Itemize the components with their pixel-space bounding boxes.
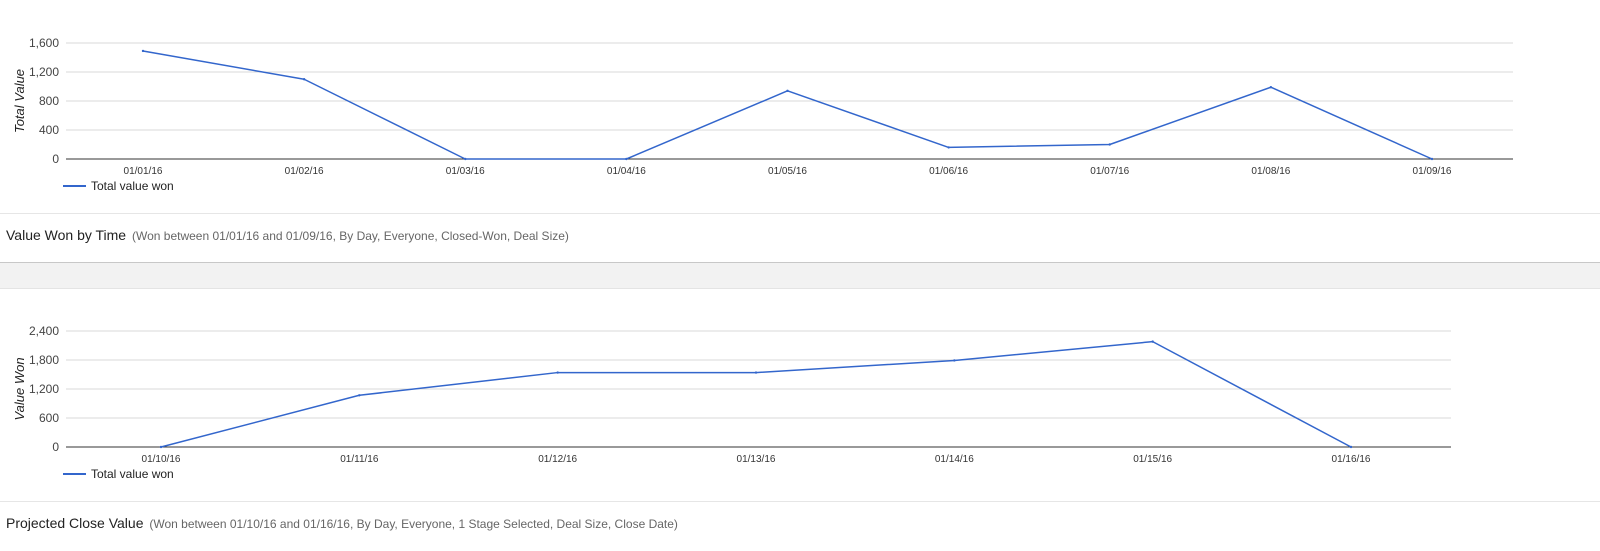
y-tick-label: 600 <box>39 411 59 425</box>
data-point <box>1108 143 1111 146</box>
x-tick-label: 01/12/16 <box>538 454 577 465</box>
x-tick-label: 01/04/16 <box>607 166 646 177</box>
chart-caption: Value Won by Time (Won between 01/01/16 … <box>6 227 569 243</box>
x-tick-label: 01/01/16 <box>124 166 163 177</box>
line-chart-value-won-by-time: 0 400 800 1,200 1,600 Total Value 01/01/16 01/0… <box>12 36 1513 193</box>
y-tick-label: 800 <box>39 94 59 108</box>
data-point <box>1349 445 1353 449</box>
chart-title: Value Won by Time <box>6 227 127 243</box>
data-point <box>1151 340 1154 343</box>
y-axis-label: Total Value <box>12 69 27 133</box>
x-tick-label: 01/09/16 <box>1413 166 1452 177</box>
data-point <box>556 371 559 374</box>
data-point <box>1430 157 1434 161</box>
x-tick-label: 01/15/16 <box>1133 454 1172 465</box>
data-point <box>464 157 467 161</box>
data-point <box>1269 86 1273 89</box>
x-tick-label: 01/16/16 <box>1332 454 1371 465</box>
x-tick-label: 01/05/16 <box>768 166 807 177</box>
y-tick-label: 1,200 <box>29 382 59 396</box>
series-line <box>142 50 1433 160</box>
chart-panel-value-won-by-time: 0 400 800 1,200 1,600 Total Value 01/01/16 01/0… <box>0 0 1600 258</box>
section-separator-band <box>0 262 1600 289</box>
legend-label: Total value won <box>91 179 174 193</box>
y-tick-label: 0 <box>52 440 59 454</box>
data-point <box>625 157 628 161</box>
x-tick-label: 01/13/16 <box>737 454 776 465</box>
data-point <box>358 394 361 397</box>
x-tick-label: 01/07/16 <box>1090 166 1129 177</box>
y-tick-label: 0 <box>52 152 59 166</box>
x-tick-label: 01/08/16 <box>1251 166 1290 177</box>
legend-label: Total value won <box>91 467 174 481</box>
y-tick-label: 1,200 <box>29 65 59 79</box>
data-point <box>754 371 758 374</box>
y-tick-label: 2,400 <box>29 324 59 338</box>
y-axis-label: Value Won <box>12 357 27 420</box>
x-tick-label: 01/03/16 <box>446 166 485 177</box>
data-point <box>786 89 789 93</box>
x-tick-label: 01/11/16 <box>340 454 379 465</box>
line-chart-projected-close-value: 0 600 1,200 1,800 2,400 Value Won 01/10/16 01/1… <box>12 324 1451 481</box>
x-tick-label: 01/02/16 <box>285 166 324 177</box>
y-tick-label: 1,600 <box>29 36 59 50</box>
series-line <box>160 340 1352 448</box>
data-point <box>159 445 163 449</box>
x-tick-label: 01/10/16 <box>142 454 181 465</box>
divider <box>0 501 1600 502</box>
data-point <box>953 359 956 362</box>
data-point <box>947 146 950 149</box>
y-tick-label: 1,800 <box>29 353 59 367</box>
x-tick-label: 01/14/16 <box>935 454 974 465</box>
chart-title: Projected Close Value <box>6 515 144 531</box>
y-tick-label: 400 <box>39 123 59 137</box>
x-tick-label: 01/06/16 <box>929 166 968 177</box>
chart-subtitle: (Won between 01/10/16 and 01/16/16, By D… <box>149 517 678 531</box>
data-point <box>141 49 145 53</box>
chart-panel-projected-close-value: 0 600 1,200 1,800 2,400 Value Won 01/10/16 01/1… <box>0 289 1600 551</box>
chart-caption: Projected Close Value (Won between 01/10… <box>6 515 678 531</box>
chart-subtitle: (Won between 01/01/16 and 01/09/16, By D… <box>131 229 569 243</box>
data-point <box>302 78 306 81</box>
divider <box>0 213 1600 214</box>
